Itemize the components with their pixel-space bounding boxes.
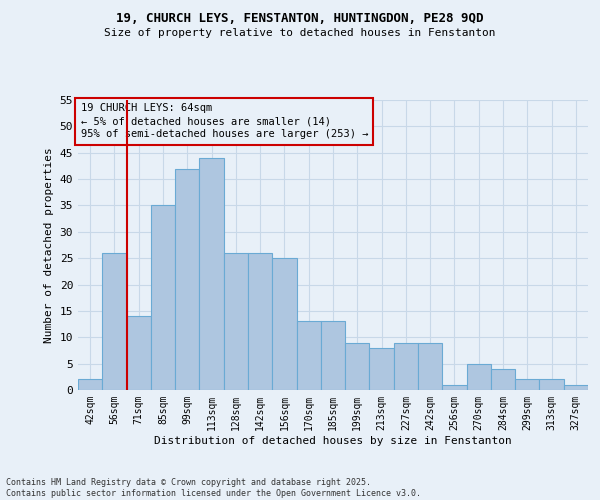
Bar	[248, 253, 272, 390]
Y-axis label: Number of detached properties: Number of detached properties	[44, 147, 54, 343]
Bar	[224, 253, 248, 390]
Bar	[467, 364, 491, 390]
Bar	[345, 342, 370, 390]
Bar	[78, 380, 102, 390]
Text: 19 CHURCH LEYS: 64sqm
← 5% of detached houses are smaller (14)
95% of semi-detac: 19 CHURCH LEYS: 64sqm ← 5% of detached h…	[80, 103, 368, 140]
Bar	[539, 380, 564, 390]
Bar	[296, 322, 321, 390]
Bar	[127, 316, 151, 390]
Bar	[199, 158, 224, 390]
Text: Size of property relative to detached houses in Fenstanton: Size of property relative to detached ho…	[104, 28, 496, 38]
Bar	[442, 384, 467, 390]
Bar	[564, 384, 588, 390]
Bar	[394, 342, 418, 390]
Bar	[515, 380, 539, 390]
Bar	[370, 348, 394, 390]
Bar	[175, 168, 199, 390]
Bar	[272, 258, 296, 390]
Bar	[102, 253, 127, 390]
Bar	[151, 206, 175, 390]
Bar	[321, 322, 345, 390]
Bar	[418, 342, 442, 390]
Text: 19, CHURCH LEYS, FENSTANTON, HUNTINGDON, PE28 9QD: 19, CHURCH LEYS, FENSTANTON, HUNTINGDON,…	[116, 12, 484, 26]
Text: Contains HM Land Registry data © Crown copyright and database right 2025.
Contai: Contains HM Land Registry data © Crown c…	[6, 478, 421, 498]
Bar	[491, 369, 515, 390]
X-axis label: Distribution of detached houses by size in Fenstanton: Distribution of detached houses by size …	[154, 436, 512, 446]
